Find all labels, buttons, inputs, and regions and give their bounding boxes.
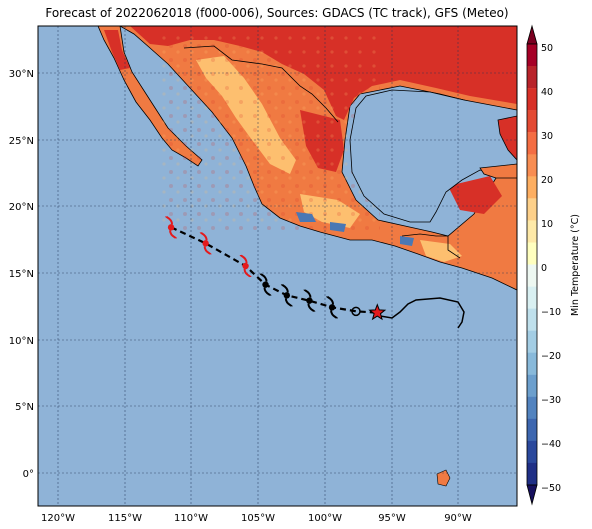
colorbar-max-extension: [526, 24, 538, 45]
land-mottle: [160, 30, 380, 230]
colorbar-tick-label: 30: [541, 131, 553, 142]
lon-tick-label: 95°W: [378, 513, 406, 524]
colorbar-tick-label: 20: [541, 175, 553, 186]
colorbar-min-extension: [526, 484, 538, 506]
land-mild-guatemala: [420, 240, 462, 262]
border-us-mexico: [183, 45, 339, 123]
colorbar-bin: [527, 264, 537, 287]
colorbar-tick-label: −20: [541, 351, 561, 362]
land-cool-3: [400, 236, 414, 246]
lat-tick-label: 10°N: [9, 336, 34, 347]
colorbar-bin: [527, 374, 537, 398]
colorbar-bin: [527, 220, 537, 243]
hurricane-symbol-icon: [199, 231, 212, 255]
colorbar-tick-label: 40: [541, 87, 553, 98]
colorbar-bin: [527, 462, 537, 486]
colorbar-bin: [527, 44, 537, 67]
land-cool-1: [296, 212, 316, 222]
hurricane-symbol-icon: [239, 254, 252, 278]
colorbar-ticks: 50 40 30 20 10 0 −10 −20 −30 −40 −50: [541, 43, 561, 494]
colorbar-bin: [527, 88, 537, 111]
lon-tick-label: 100°W: [308, 513, 342, 524]
colorbar-bin: [527, 396, 537, 420]
colorbar-bins: [527, 44, 537, 486]
hurricane-symbol-icon: [259, 273, 272, 297]
colorbar-bin: [527, 330, 537, 353]
colorbar-bin: [527, 198, 537, 221]
land-hot-yucatan: [448, 176, 502, 214]
map-frame: [37, 25, 518, 507]
colorbar-bin: [527, 352, 537, 376]
hurricane-symbol-icon: [280, 283, 293, 307]
colorbar-bin: [527, 308, 537, 331]
map-panel: [38, 26, 517, 506]
lat-tick-label: 25°N: [9, 136, 34, 147]
lat-tick-label: 5°N: [15, 402, 34, 413]
colorbar-bin: [527, 418, 537, 442]
colorbar-bin: [527, 242, 537, 265]
gridlines: [38, 26, 517, 506]
land-galapagos: [436, 469, 451, 487]
current-position-star: [368, 303, 387, 321]
lat-tick-label: 20°N: [9, 202, 34, 213]
lat-tick-label: 0°: [23, 469, 34, 480]
hurricane-symbol-icon: [303, 289, 316, 313]
land-florida: [497, 115, 517, 161]
lat-tick-label: 15°N: [9, 269, 34, 280]
map-title: Forecast of 2022062018 (f000-006), Sourc…: [45, 6, 508, 20]
colorbar-bin: [527, 66, 537, 89]
lon-tick-label: 90°W: [444, 513, 472, 524]
land-cuba: [479, 163, 517, 179]
tropical-low-icon: [351, 306, 361, 317]
lon-tick-label: 120°W: [41, 513, 75, 524]
lat-tick-label: 30°N: [9, 69, 34, 80]
land-cool-2: [330, 222, 346, 232]
colorbar-tick-label: −50: [541, 483, 561, 494]
hurricane-symbol-icon: [165, 215, 178, 239]
colorbar-tick-label: 0: [541, 263, 547, 274]
colorbar: 50 40 30 20 10 0 −10 −20 −30 −40 −50 Min…: [526, 24, 581, 506]
colorbar-bin: [527, 154, 537, 177]
colorbar-tick-label: 50: [541, 43, 553, 54]
colorbar-bin: [527, 110, 537, 133]
colorbar-bin: [527, 440, 537, 464]
hurricane-symbol-icon: [326, 295, 339, 319]
lon-tick-label: 115°W: [108, 513, 142, 524]
coastline-central-america: [379, 297, 465, 329]
tc-track: [165, 215, 387, 321]
lon-tick-label: 110°W: [174, 513, 208, 524]
colorbar-tick-label: −30: [541, 395, 561, 406]
colorbar-tick-label: −40: [541, 439, 561, 450]
lat-axis: 30°N 25°N 20°N 15°N 10°N 5°N 0°: [9, 69, 34, 480]
colorbar-tick-label: 10: [541, 219, 553, 230]
colorbar-bin: [527, 132, 537, 155]
lon-tick-label: 105°W: [241, 513, 275, 524]
colorbar-bin: [527, 176, 537, 199]
land-baja-hot: [104, 30, 130, 70]
colorbar-label: Min Temperature (°C): [570, 214, 581, 316]
colorbar-bin: [527, 286, 537, 309]
border-guatemala: [401, 233, 461, 259]
lon-axis: 120°W 115°W 110°W 105°W 100°W 95°W 90°W: [41, 513, 472, 524]
colorbar-frame: [526, 43, 538, 486]
colorbar-tick-label: −10: [541, 307, 561, 318]
